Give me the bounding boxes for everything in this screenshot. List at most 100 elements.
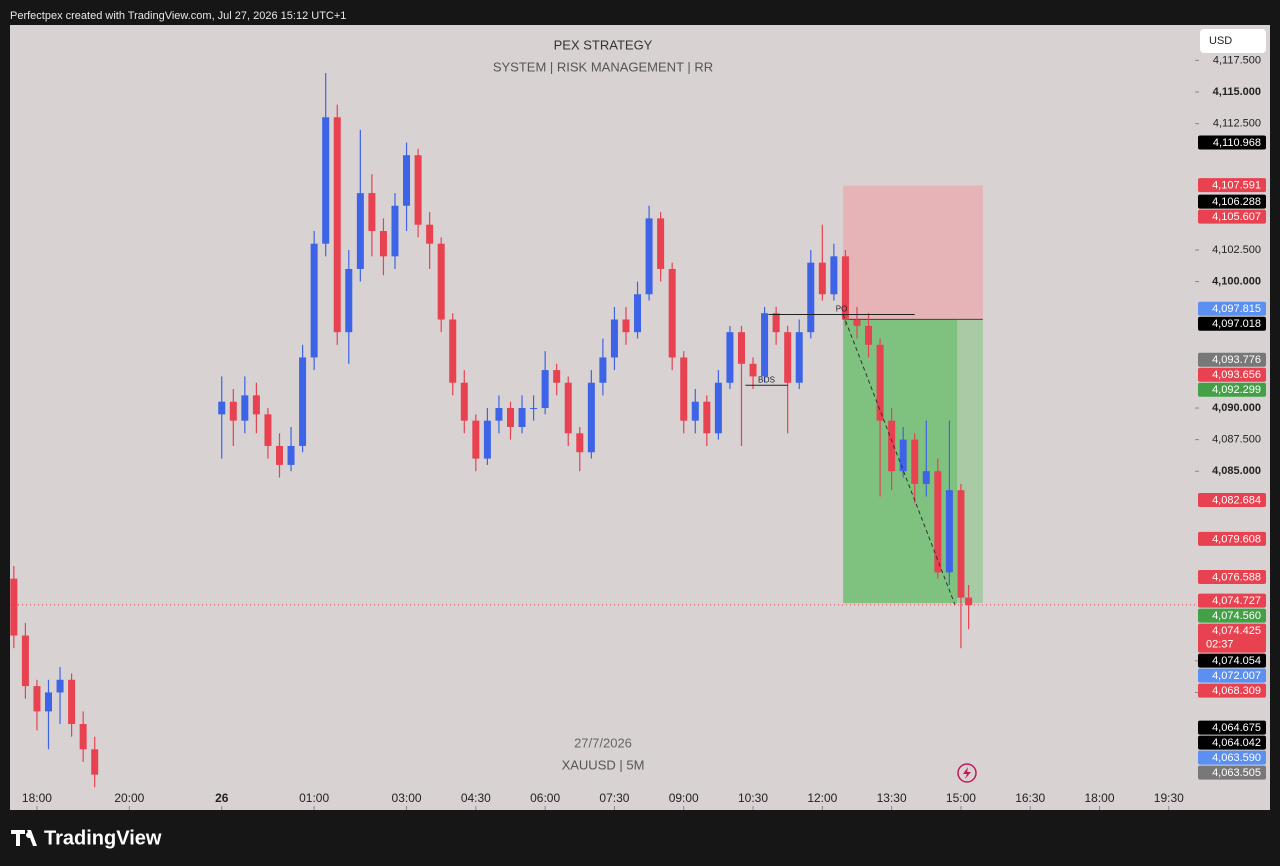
candle-body [657,218,665,269]
price-tag-label: 4,074.727 [1212,595,1261,607]
candle-body [622,319,630,333]
date-label: 27/7/2026 [574,735,632,750]
chart-bg [10,25,1270,810]
price-tag-label: 4,097.815 [1212,303,1261,315]
symbol-label: XAUUSD | 5M [562,757,645,772]
annotation-label: BOS [758,375,775,384]
alert-icon[interactable] [957,763,977,783]
price-tag [1198,683,1266,698]
x-tick-label: 01:00 [299,791,329,805]
price-tag-label: 4,110.968 [1213,137,1261,149]
price-tag [1198,531,1266,546]
price-tag [1198,194,1266,209]
candle-body [264,414,272,446]
candle-body [252,395,260,415]
price-tag-label: 4,107.591 [1212,180,1261,192]
price-tag-label: 4,106.288 [1212,196,1261,208]
candle-body [275,445,283,465]
candle-body [229,401,237,421]
candle-body [818,262,826,295]
candle-body [518,408,526,427]
price-tag-label: 4,079.608 [1212,533,1261,545]
candle-body [945,490,953,573]
candle-body [218,401,226,415]
x-tick-label: 20:00 [114,791,144,805]
price-tag-label: 4,082.684 [1212,494,1261,506]
price-tag [1198,593,1266,608]
candle-body [599,357,607,383]
price-tag-label: 4,092.299 [1212,384,1261,396]
candle-body [56,679,64,693]
currency-box[interactable] [1200,29,1266,53]
candle-body [761,313,769,377]
candle-body [737,332,745,364]
candle-body [21,635,29,687]
y-tick-label: 4,100.000 [1212,276,1261,288]
price-tag-label: 4,093.656 [1212,369,1261,381]
candle-body [564,382,572,434]
price-tag [1198,750,1266,765]
price-tag [1198,735,1266,750]
chart-title: PEX STRATEGY [554,37,653,52]
x-tick-label: 15:00 [946,791,976,805]
x-tick-label: 09:00 [669,791,699,805]
price-tag [1198,720,1266,735]
candle-body [965,597,973,606]
price-tag-label: 4,063.590 [1212,752,1261,764]
alert-bolt [963,767,971,779]
price-tag [1198,178,1266,193]
candle-body [795,332,803,383]
candle-body [911,439,919,484]
x-tick-label: 10:30 [738,791,768,805]
x-tick-label: 16:30 [1015,791,1045,805]
candle-body [345,268,353,333]
price-tag-label: 4,068.309 [1212,685,1261,697]
price-tag-label: 4,072.007 [1212,670,1261,682]
candle-body [784,332,792,383]
candle-body [495,408,503,421]
candle-body [33,686,41,712]
candle-body [934,471,942,573]
x-tick-label: 13:30 [877,791,907,805]
trendline [842,314,956,606]
candle-body [472,420,480,459]
candle-body [368,193,376,232]
chart-subtitle: SYSTEM | RISK MANAGEMENT | RR [493,59,713,74]
candle-body [483,420,491,459]
y-tick-label: 4,090.000 [1212,402,1261,414]
price-tag [1198,653,1266,668]
candle-body [703,401,711,434]
price-tag-label: 4,074.054 [1212,655,1261,667]
y-tick-label: 4,102.500 [1212,244,1261,256]
price-tag-label: 4,074.425 [1212,625,1261,637]
candle-body [957,490,965,598]
price-tag-label: 4,097.018 [1212,318,1261,330]
candle-body [79,724,87,750]
y-tick-label: 4,085.000 [1212,465,1261,477]
y-tick-label: 4,087.500 [1212,434,1261,446]
annotation-label: PO [836,305,848,314]
x-tick-label: 18:00 [1085,791,1115,805]
candle-body [610,319,618,358]
candle-body [403,155,411,206]
price-tag [1198,209,1266,224]
price-tag [1198,668,1266,683]
price-tag [1198,367,1266,382]
price-tag [1198,623,1266,653]
candle-body [530,408,538,410]
candle-body [899,439,907,472]
candle-body [68,679,76,725]
candle-body [541,370,549,409]
credit: Perfectpex created with TradingView.com,… [10,10,346,22]
candle-body [553,370,561,383]
x-tick-label: 07:30 [599,791,629,805]
brand-logo [11,830,37,846]
currency[interactable]: USD [1209,35,1232,47]
stop-zone [843,185,983,320]
price-tag-label: 4,064.042 [1212,737,1261,749]
price-tag [1198,316,1266,331]
price-tag-label: 4,076.588 [1212,571,1261,583]
candle-body [853,319,861,326]
